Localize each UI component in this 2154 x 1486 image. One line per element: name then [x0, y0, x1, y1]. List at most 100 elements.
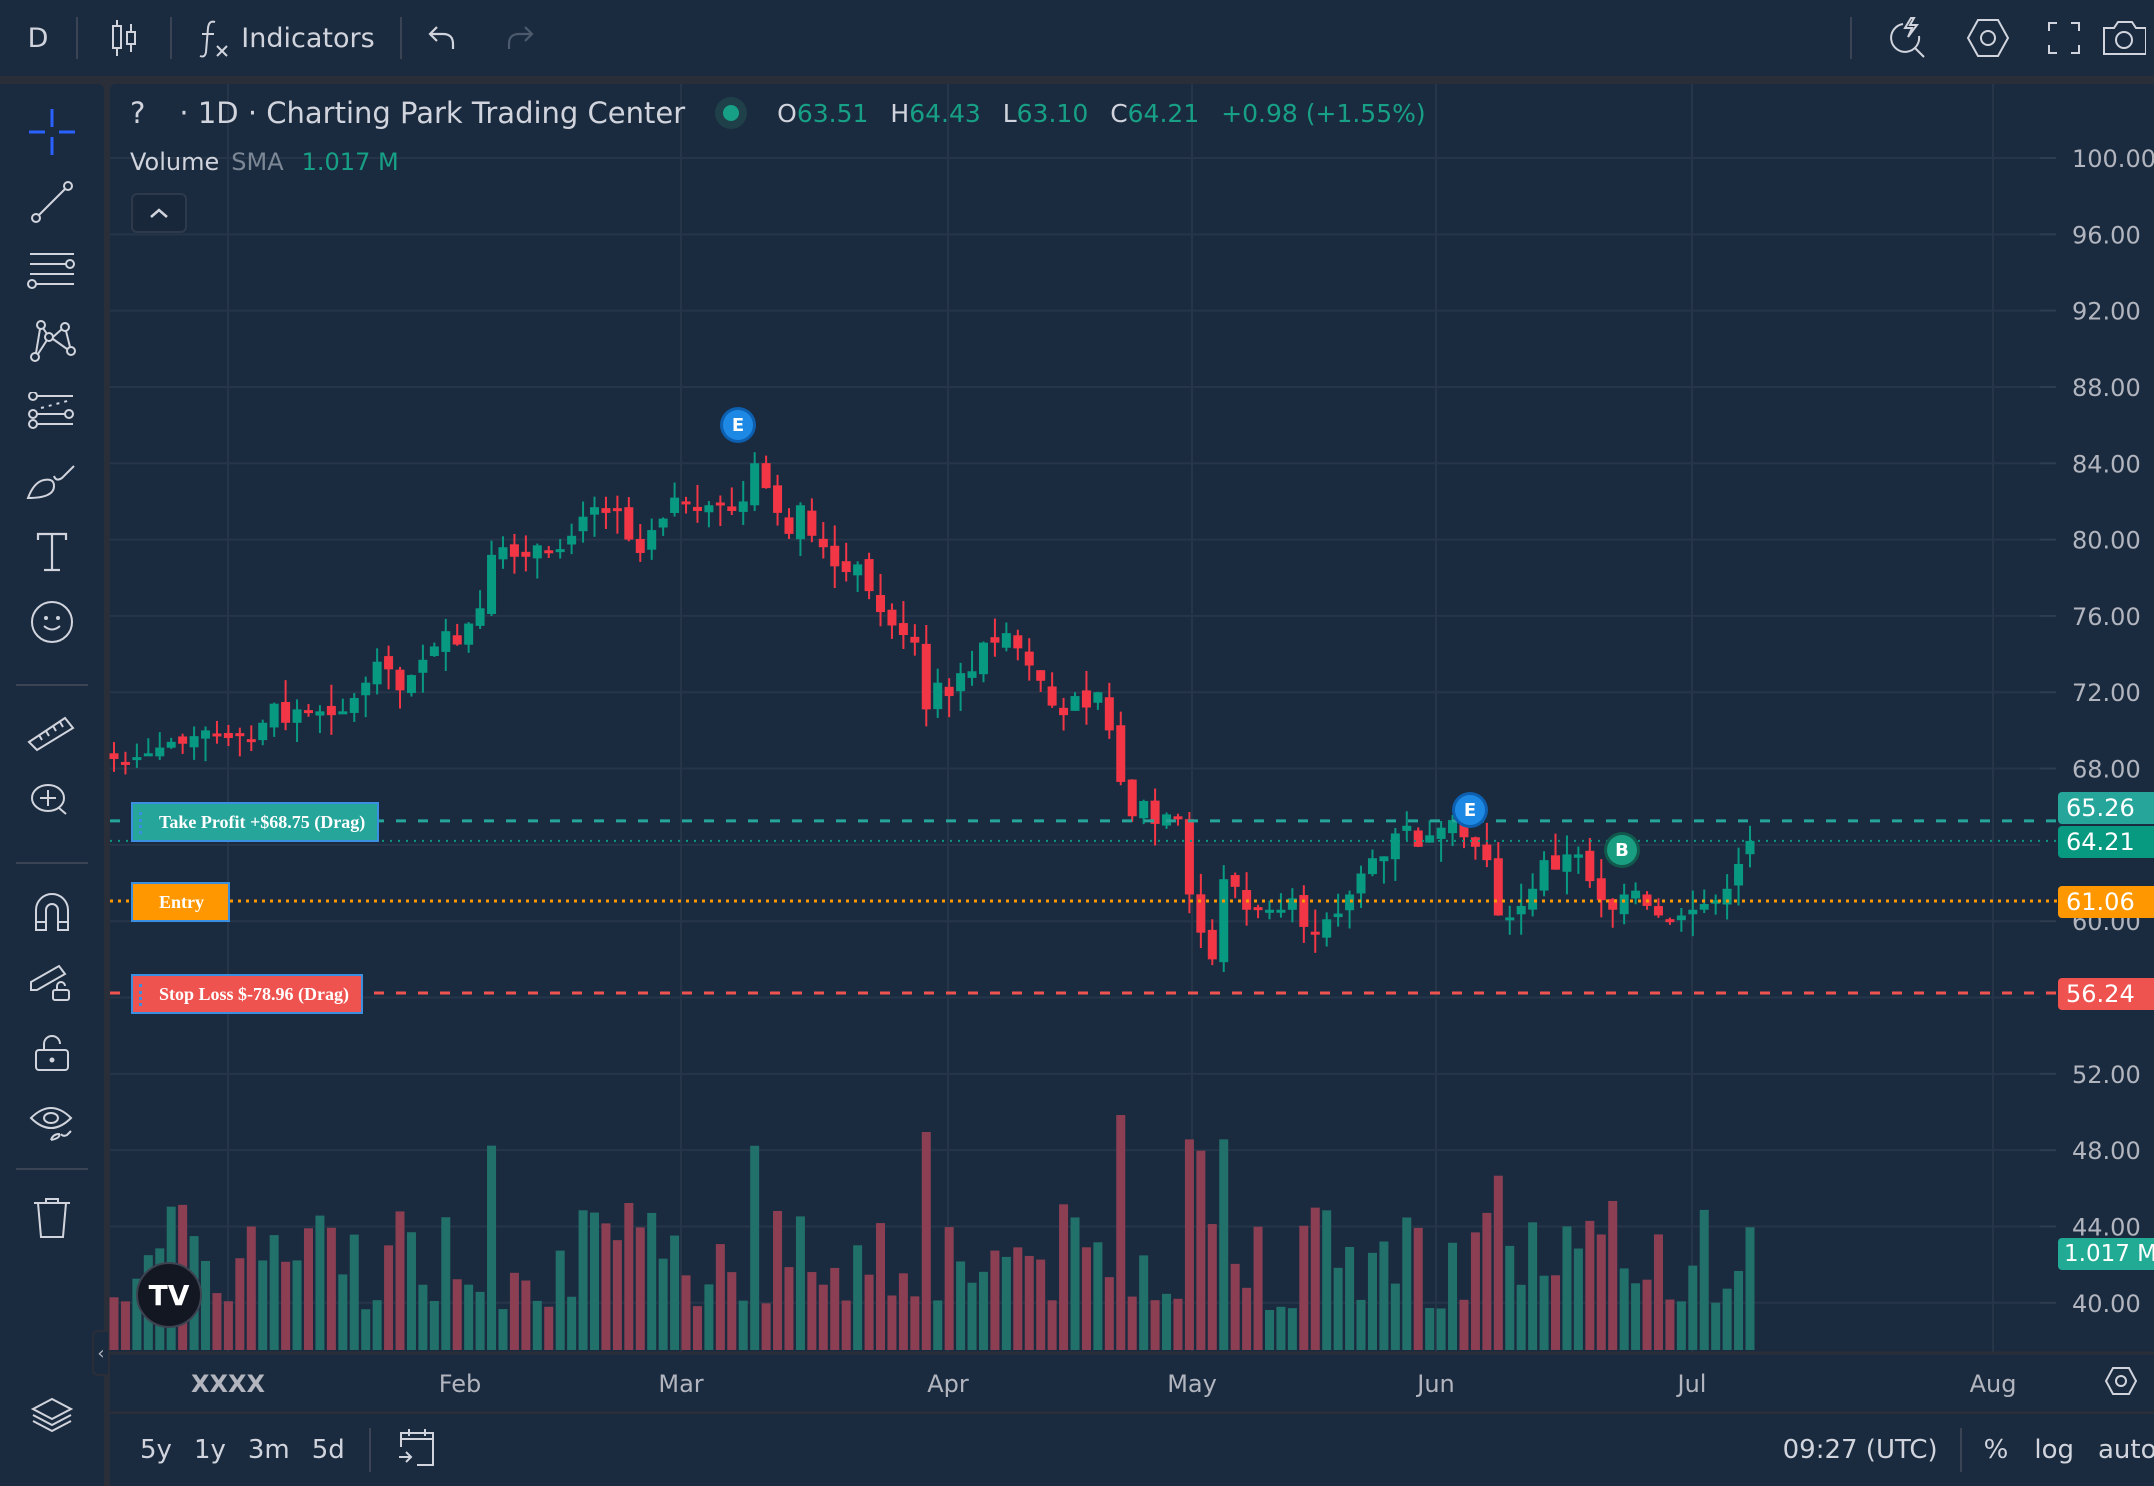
pencil-lock-icon: [30, 964, 70, 1001]
chevron-left-icon: ‹: [97, 1342, 105, 1364]
emoji-icon: [31, 601, 73, 643]
volume-label: Volume: [130, 148, 220, 176]
top-toolbar: D Indicators: [0, 0, 2154, 76]
timezone-button[interactable]: 09:27 (UTC): [1782, 1435, 1938, 1465]
lock-all-tool[interactable]: [22, 1022, 82, 1082]
event-marker-e[interactable]: E: [723, 410, 753, 440]
collapse-legend-button[interactable]: [131, 193, 187, 233]
drag-handle-icon: [139, 984, 142, 1006]
emoji-tool[interactable]: [22, 592, 82, 652]
chart-type-button[interactable]: [78, 0, 170, 76]
brush-tool[interactable]: [22, 452, 82, 512]
toolbar-divider: [170, 17, 172, 59]
axis-settings-button[interactable]: [2104, 1366, 2140, 1396]
text-icon: [36, 532, 68, 572]
horizontal-lines-tool[interactable]: [22, 242, 82, 302]
indicators-button[interactable]: Indicators: [172, 0, 400, 76]
symbol-label[interactable]: ?: [130, 96, 146, 130]
event-marker-b[interactable]: B: [1607, 835, 1637, 865]
stop-loss-label[interactable]: Stop Loss $-78.96 (Drag): [131, 974, 364, 1014]
stop-loss-price-tag: 56.24: [2058, 978, 2154, 1010]
quick-search-button[interactable]: [1870, 0, 1950, 76]
bottom-toolbar: 5y 1y 3m 5d 09:27 (UTC) % log auto: [110, 1414, 2154, 1486]
crosshair-tool[interactable]: [22, 102, 82, 162]
pattern-icon: [30, 320, 76, 362]
object-tree-button[interactable]: [22, 1386, 82, 1446]
calendar-goto-icon: [398, 1428, 434, 1466]
screenshot-button[interactable]: [2102, 0, 2154, 76]
drawing-toolbar: [0, 84, 104, 1486]
trend-line-tool[interactable]: [22, 172, 82, 232]
chart-type-candles-icon: [112, 20, 136, 56]
magnet-tool[interactable]: [22, 882, 82, 942]
zoom-in-tool[interactable]: [22, 774, 82, 834]
range-5y[interactable]: 5y: [140, 1435, 172, 1465]
horizontal-lines-icon: [27, 253, 75, 289]
interval-button[interactable]: D: [0, 0, 76, 76]
range-buttons: 5y 1y 3m 5d: [140, 1435, 345, 1465]
fullscreen-button[interactable]: [2026, 0, 2102, 76]
ruler-icon: [27, 716, 75, 752]
unlock-icon: [35, 1035, 69, 1071]
settings-icon: [2104, 1367, 2138, 1395]
trash-icon: [34, 1198, 70, 1238]
range-5d[interactable]: 5d: [311, 1435, 345, 1465]
magnet-icon: [35, 893, 69, 931]
chevron-up-icon: [150, 208, 168, 218]
redo-icon: [507, 26, 534, 49]
percent-toggle[interactable]: %: [1983, 1435, 2009, 1465]
fx-icon: [199, 20, 229, 58]
chart-legend: ? · 1D · Charting Park Trading Center O6…: [130, 96, 1426, 130]
take-profit-price-tag: 65.26: [2058, 792, 2154, 824]
toolbar-divider: [16, 862, 88, 864]
last-price-tag: 64.21: [2058, 826, 2154, 858]
layers-icon: [31, 1397, 73, 1433]
undo-button[interactable]: [402, 0, 482, 76]
settings-icon: [1966, 19, 2010, 57]
lock-drawings-tool[interactable]: [22, 952, 82, 1012]
brush-icon: [26, 465, 75, 500]
settings-button[interactable]: [1950, 0, 2026, 76]
chart-pane[interactable]: [110, 84, 2154, 1486]
fullscreen-icon: [2048, 22, 2080, 54]
toolbar-divider: [1959, 1428, 1962, 1472]
entry-price-tag: 61.06: [2058, 886, 2154, 918]
hide-drawings-tool[interactable]: [22, 1092, 82, 1152]
entry-label[interactable]: Entry: [131, 882, 230, 922]
remove-drawings-tool[interactable]: [22, 1188, 82, 1248]
range-3m[interactable]: 3m: [247, 1435, 290, 1465]
fib-lines-icon: [28, 392, 74, 429]
quick-search-icon: [1890, 17, 1925, 58]
log-toggle[interactable]: log: [2034, 1435, 2074, 1465]
toolbar-divider: [16, 684, 88, 686]
volume-price-tag: 1.017 M: [2058, 1238, 2154, 1270]
toolbar-divider: [400, 17, 402, 59]
volume-value: 1.017 M: [301, 148, 399, 176]
fib-tool[interactable]: [22, 382, 82, 442]
toolbar-divider: [16, 1168, 88, 1170]
toolbar-divider: [1850, 17, 1852, 59]
camera-icon: [2103, 21, 2146, 55]
market-status-icon[interactable]: [715, 97, 748, 129]
event-marker-e[interactable]: E: [1455, 795, 1485, 825]
toolbar-divider: [368, 1428, 371, 1472]
collapse-toolbar-handle[interactable]: ‹: [92, 1330, 110, 1376]
ohlc-values: O63.51 H64.43 L63.10 C64.21 +0.98 (+1.55…: [777, 98, 1426, 128]
drag-handle-icon: [139, 812, 142, 834]
volume-legend: Volume SMA 1.017 M: [130, 148, 399, 176]
go-to-date-button[interactable]: [397, 1427, 437, 1474]
interval-label: D: [27, 22, 49, 54]
eye-icon: [29, 1107, 73, 1141]
text-tool[interactable]: [22, 522, 82, 582]
toolbar-divider: [76, 17, 78, 59]
pattern-tool[interactable]: [22, 312, 82, 372]
tradingview-logo[interactable]: TV: [136, 1262, 202, 1328]
redo-button[interactable]: [482, 0, 558, 76]
measure-tool[interactable]: [22, 704, 82, 764]
indicators-label: Indicators: [241, 22, 375, 54]
take-profit-label[interactable]: Take Profit +$68.75 (Drag): [131, 802, 380, 842]
chart-title: · 1D · Charting Park Trading Center: [179, 96, 686, 130]
sma-label: SMA: [231, 148, 284, 176]
range-1y[interactable]: 1y: [193, 1435, 226, 1465]
auto-toggle[interactable]: auto: [2098, 1435, 2154, 1465]
